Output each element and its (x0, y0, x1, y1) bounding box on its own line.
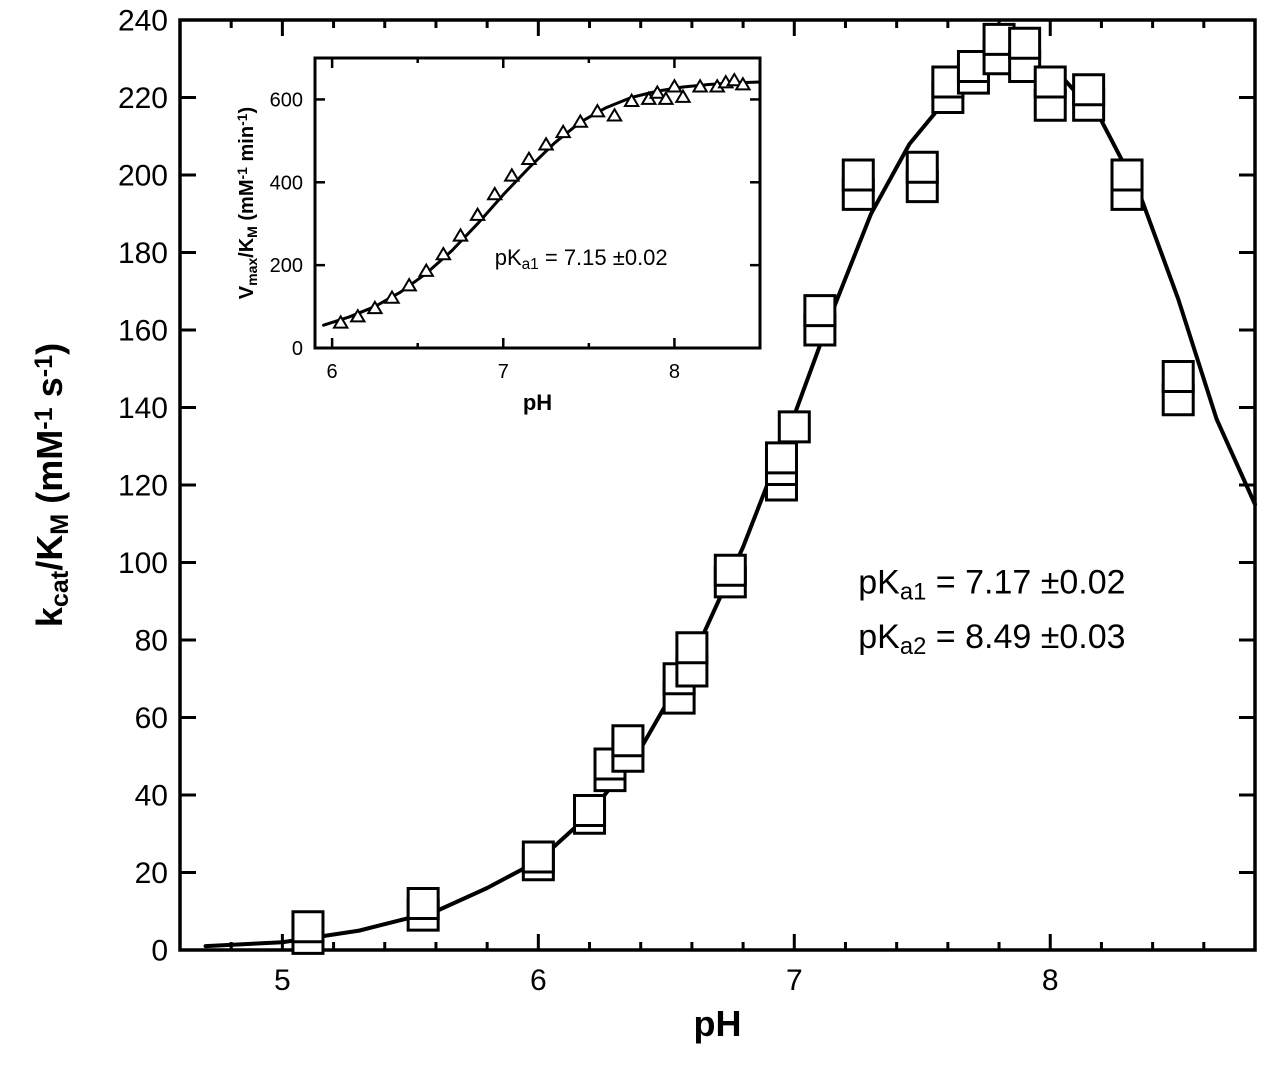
x-tick-label: 6 (327, 361, 338, 383)
y-tick-label: 20 (135, 857, 168, 890)
y-tick-label: 120 (118, 470, 168, 503)
x-axis-label: pH (523, 390, 552, 415)
y-tick-label: 220 (118, 82, 168, 115)
y-tick-label: 200 (118, 160, 168, 193)
y-axis-label: Vmax/KM (mM-1 min-1) (234, 107, 259, 299)
chart-svg: 5678020406080100120140160180200220240pHk… (0, 0, 1277, 1067)
data-marker-triangle (608, 109, 621, 120)
x-tick-label: 7 (498, 361, 509, 383)
y-axis-label: kcat/KM (mM-1 s-1) (29, 343, 74, 627)
y-tick-label: 400 (270, 172, 303, 194)
data-marker-square (715, 555, 745, 585)
data-marker-square (1010, 28, 1040, 58)
y-tick-label: 60 (135, 702, 168, 735)
data-marker-triangle (488, 188, 501, 199)
y-tick-label: 40 (135, 780, 168, 813)
axis-frame (315, 58, 760, 348)
y-tick-label: 80 (135, 625, 168, 658)
data-marker-square (613, 726, 643, 756)
fit-annotation: pKa1 = 7.15 ±0.02 (495, 245, 668, 273)
inset-plot: 6 7 8 0 200 400 600 pH Vmax/KM (mM-1 min-1) pKa1 … (234, 58, 760, 415)
fit-curve (324, 82, 760, 325)
data-marker-triangle (668, 80, 681, 91)
data-marker-square (805, 296, 835, 326)
data-marker-square (779, 412, 809, 442)
data-marker-square (766, 443, 796, 473)
y-tick-label: 140 (118, 392, 168, 425)
data-marker-square (907, 152, 937, 182)
y-tick-label: 100 (118, 547, 168, 580)
data-marker-square (1112, 160, 1142, 190)
fit-annotation: pKa1 = 7.17 ±0.02 (858, 564, 1125, 606)
fit-curve (206, 63, 1255, 947)
main-plot: 5678020406080100120140160180200220240pHk… (29, 5, 1255, 1045)
data-marker-square (523, 842, 553, 872)
y-tick-label: 0 (151, 935, 168, 968)
y-tick-label: 180 (118, 237, 168, 270)
x-axis-label: pH (694, 1003, 742, 1044)
data-marker-square (1035, 67, 1065, 97)
x-tick-label: 6 (530, 964, 547, 997)
figure-container: 5678020406080100120140160180200220240pHk… (0, 0, 1277, 1067)
data-marker-triangle (522, 153, 535, 164)
data-marker-square (843, 160, 873, 190)
data-marker-triangle (471, 209, 484, 220)
fit-annotation: pKa2 = 8.49 ±0.03 (858, 618, 1125, 660)
data-marker-square (408, 889, 438, 919)
axis-frame (180, 20, 1255, 950)
y-tick-label: 600 (270, 89, 303, 111)
x-tick-label: 7 (786, 964, 803, 997)
data-marker-square (1074, 75, 1104, 105)
x-tick-label: 8 (1042, 964, 1059, 997)
y-tick-label: 240 (118, 5, 168, 38)
data-marker-triangle (539, 138, 552, 149)
y-tick-label: 160 (118, 315, 168, 348)
data-marker-square (1163, 362, 1193, 392)
y-tick-label: 200 (270, 255, 303, 277)
x-tick-label: 5 (274, 964, 291, 997)
y-tick-label: 0 (292, 338, 303, 360)
data-marker-triangle (505, 169, 518, 180)
data-marker-square (575, 796, 605, 826)
x-tick-label: 8 (669, 361, 680, 383)
data-marker-square (677, 633, 707, 663)
data-marker-square (293, 912, 323, 942)
